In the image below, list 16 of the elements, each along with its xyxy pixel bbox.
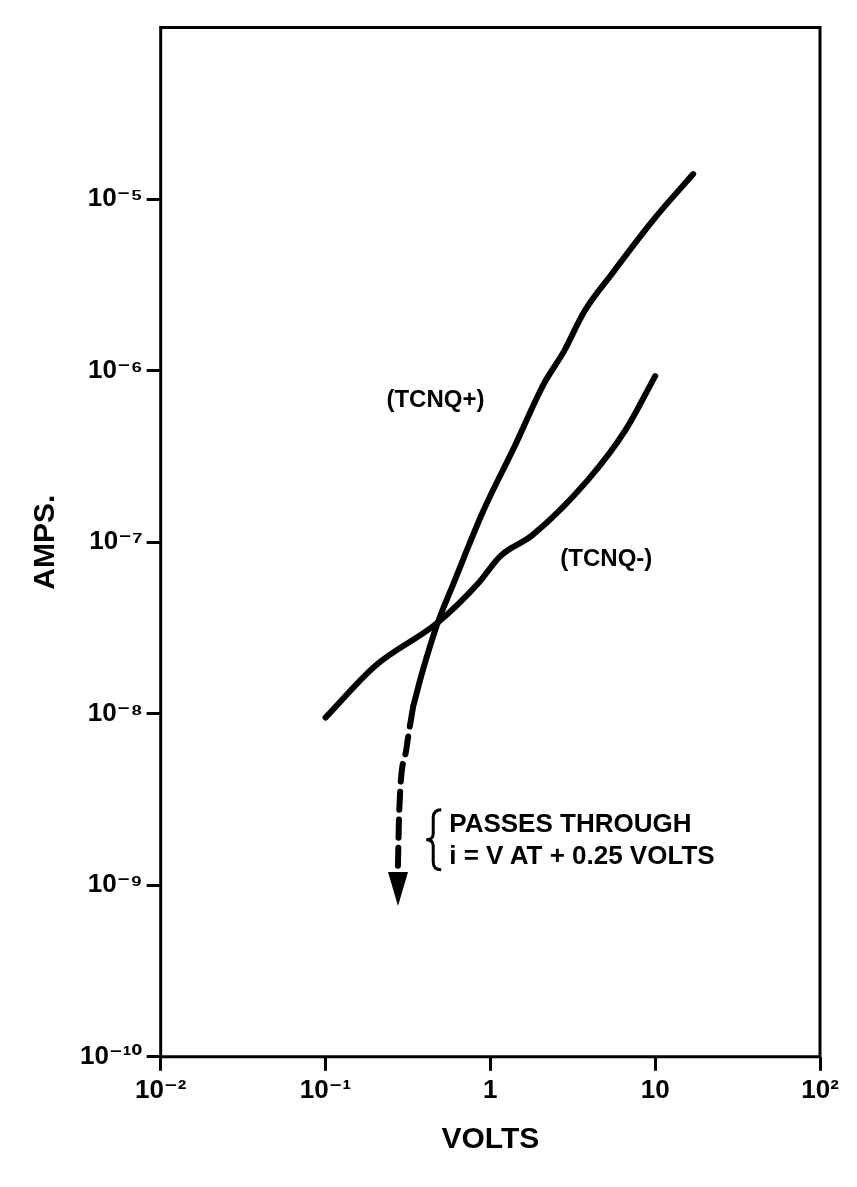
x-tick-label: 10⁻¹ [299, 1073, 352, 1104]
series-label: (TCNQ-) [560, 544, 653, 572]
y-tick-label: 10⁻⁸ [87, 696, 143, 727]
series-label: (TCNQ+) [386, 384, 485, 412]
x-tick-label: 1 [483, 1073, 498, 1104]
y-tick-label: 10⁻⁵ [87, 182, 143, 213]
x-tick-label: 10⁻² [135, 1073, 187, 1104]
y-axis-title: AMPS. [27, 494, 61, 590]
y-tick-label: 10⁻⁷ [89, 525, 143, 556]
x-tick-label: 10 [640, 1073, 670, 1104]
y-tick-label: 10⁻⁹ [87, 868, 143, 899]
x-tick-label: 10² [801, 1073, 840, 1104]
y-tick-label: 10⁻⁶ [88, 353, 143, 384]
annotation: PASSES THROUGH i = V AT + 0.25 VOLTS [449, 807, 715, 870]
x-axis-title: VOLTS [441, 1121, 540, 1155]
y-tick-label: 10⁻¹⁰ [79, 1039, 143, 1070]
